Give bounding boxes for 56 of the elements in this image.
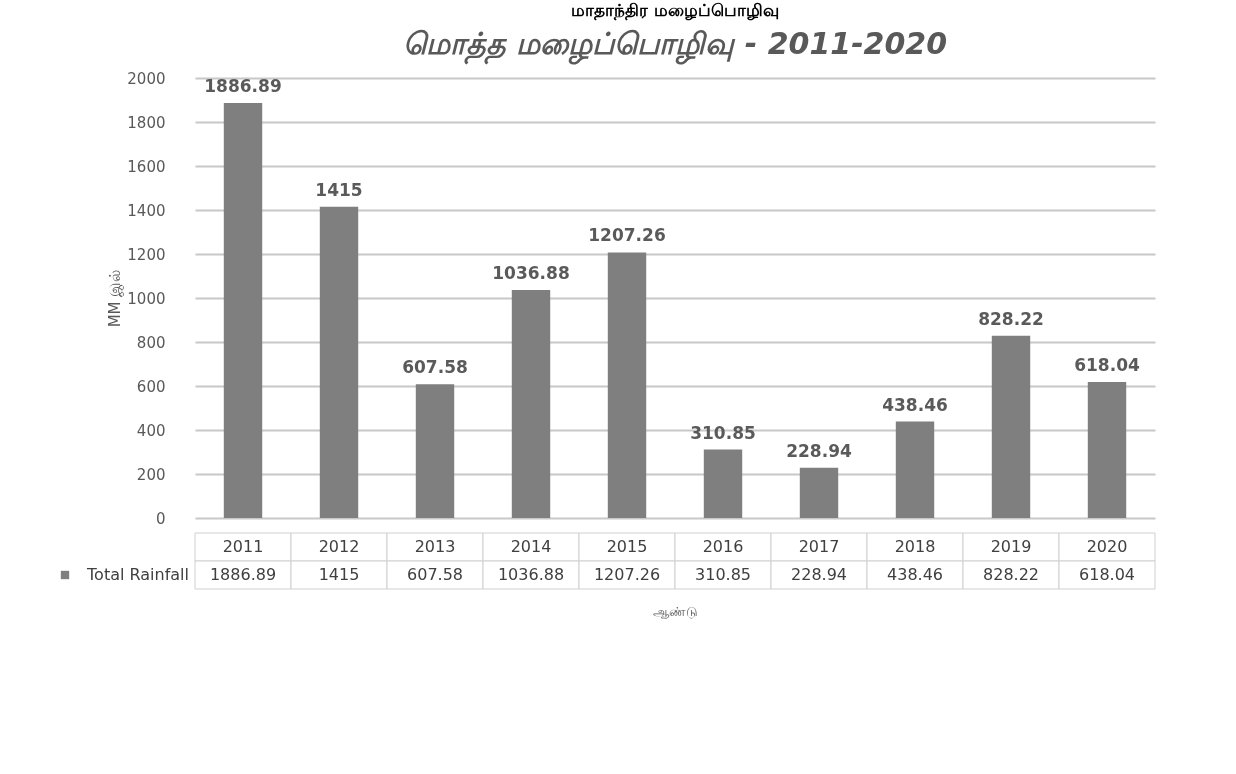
- bar: [607, 252, 647, 518]
- x-tick-label: 2012: [318, 537, 360, 556]
- y-axis-title: MM இல்: [106, 269, 125, 328]
- bar: [415, 384, 455, 518]
- text: 828.22: [978, 308, 1044, 329]
- x-tick-label: 2019: [990, 537, 1032, 556]
- bar: [223, 102, 263, 518]
- legend-label: Total Rainfall: [86, 565, 189, 584]
- bar: [703, 449, 743, 518]
- data-label: 1415: [318, 565, 360, 584]
- x-tick-label: 2015: [606, 537, 648, 556]
- text: 228.94: [786, 440, 852, 461]
- y-tick-label: 800: [136, 333, 166, 352]
- y-tick-label: 1200: [127, 245, 166, 264]
- text: 607.58: [402, 357, 468, 378]
- data-label: 828.22: [983, 565, 1039, 584]
- y-tick-label: 0: [155, 509, 166, 528]
- y-tick-label: 1600: [127, 157, 166, 176]
- text: 1415: [315, 179, 363, 200]
- data-label: 310.85: [695, 565, 751, 584]
- text: மாதாந்திர மழைப்பொழிவு: [571, 0, 779, 21]
- y-tick-label: 200: [136, 465, 166, 484]
- y-tick-label: 600: [136, 377, 166, 396]
- y-tick-label: 1400: [127, 201, 166, 220]
- x-tick-label: 2016: [702, 537, 744, 556]
- bar: [1087, 382, 1127, 518]
- data-label: 1036.88: [497, 565, 565, 584]
- bar: [511, 289, 551, 518]
- text: 1886.89: [204, 75, 282, 96]
- x-tick-label: 2014: [510, 537, 552, 556]
- x-tick-label: 2018: [894, 537, 936, 556]
- x-tick-label: 2017: [798, 537, 840, 556]
- text: 1207.26: [588, 225, 666, 246]
- y-tick-label: 400: [136, 421, 166, 440]
- y-tick-label: 2000: [127, 69, 166, 88]
- data-label: 607.58: [407, 565, 463, 584]
- data-label: 1207.26: [593, 565, 661, 584]
- text: 1036.88: [492, 262, 570, 283]
- bar: [991, 335, 1031, 518]
- bar: [799, 467, 839, 518]
- x-tick-label: 2020: [1086, 537, 1128, 556]
- bar: [895, 421, 935, 518]
- bar: [319, 206, 359, 518]
- y-tick-label: 1800: [127, 113, 166, 132]
- x-tick-label: 2013: [414, 537, 456, 556]
- x-axis-title: ஆண்டு: [653, 603, 698, 619]
- chart-title: மொத்த மழைப்பொழிவு - 2011-2020: [402, 26, 948, 65]
- text: 310.85: [690, 422, 756, 443]
- data-label: 618.04: [1079, 565, 1135, 584]
- y-tick-label: 1000: [127, 289, 166, 308]
- x-tick-label: 2011: [222, 537, 264, 556]
- data-label: 228.94: [791, 565, 847, 584]
- data-label: 438.46: [887, 565, 943, 584]
- text: 618.04: [1074, 355, 1140, 376]
- text: 438.46: [882, 394, 948, 415]
- data-label: 1886.89: [209, 565, 277, 584]
